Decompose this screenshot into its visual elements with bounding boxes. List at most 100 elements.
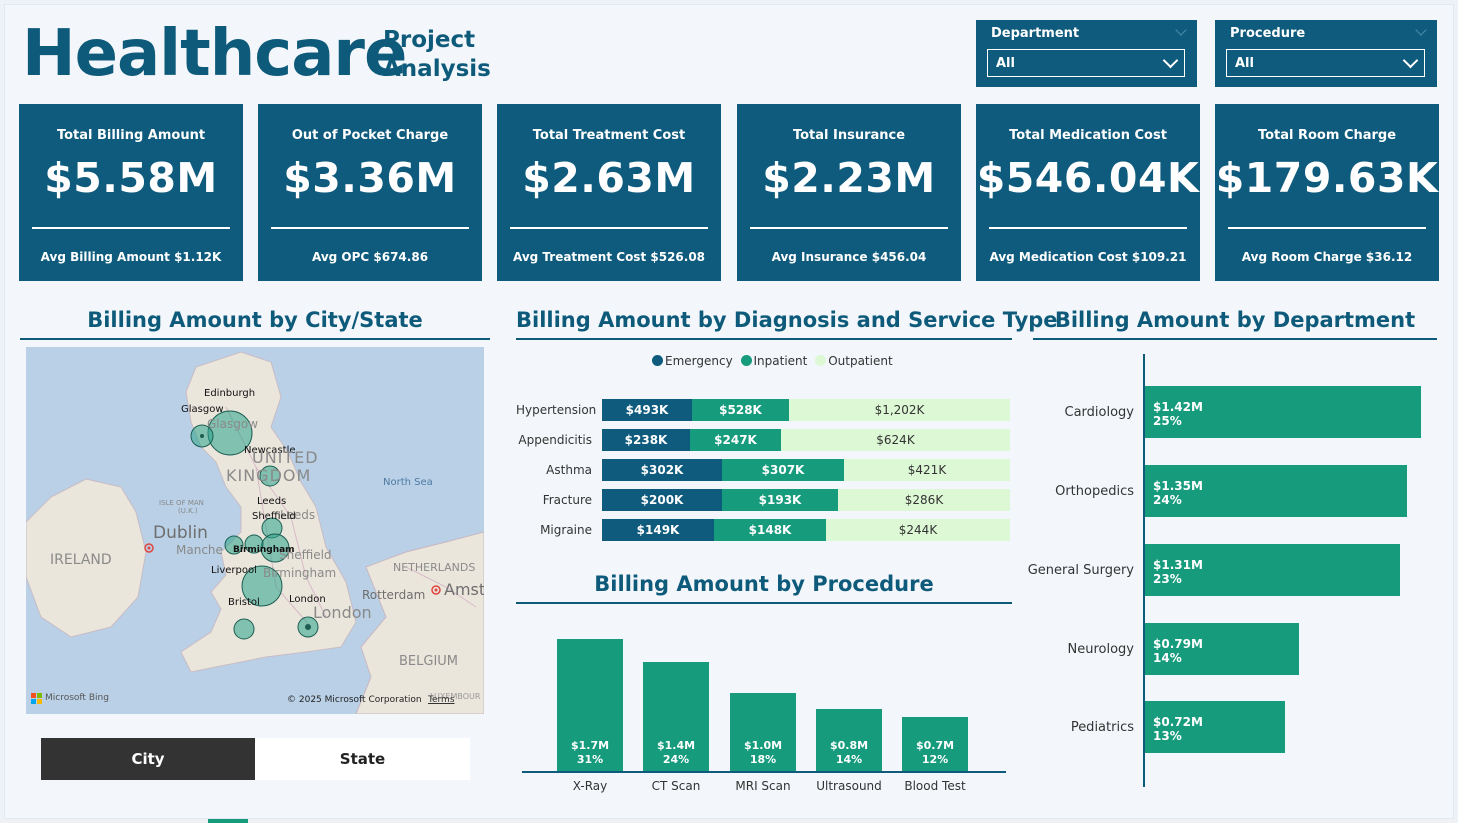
kpi-subtitle: Avg OPC $674.86 xyxy=(311,250,429,264)
procedure-bar[interactable]: $1.4M 24% xyxy=(643,662,709,771)
department-bar-percent: 24% xyxy=(1153,493,1182,507)
department-bar-value: $1.31M xyxy=(1153,558,1203,572)
kpi-divider xyxy=(271,227,469,229)
legend-dot xyxy=(652,355,663,366)
diagnosis-bar-segment-emergency[interactable]: $493K xyxy=(602,399,692,421)
department-dropdown[interactable]: All xyxy=(987,49,1185,77)
map-label-isle-uk: (U.K.) xyxy=(178,507,198,515)
department-bar[interactable]: $1.42M 25% xyxy=(1145,386,1421,438)
map-label-edinburgh: Edinburgh xyxy=(204,388,256,399)
uk-map[interactable]: Edinburgh Glasgow Glasgow Newcastle UNIT… xyxy=(26,347,484,714)
procedure-bar[interactable]: $0.7M 12% xyxy=(902,717,968,771)
procedure-bar-label: $1.7M 31% xyxy=(557,739,623,767)
procedure-bar-label: $1.0M 18% xyxy=(730,739,796,767)
procedure-bar[interactable]: $1.0M 18% xyxy=(730,693,796,771)
state-toggle-button[interactable]: State xyxy=(255,738,470,780)
map-label-isle-of-man: ISLE OF MAN xyxy=(159,499,204,507)
legend-item-outpatient[interactable]: Outpatient xyxy=(815,354,893,368)
diagnosis-bar-segment-inpatient[interactable]: $247K xyxy=(690,429,781,451)
diagnosis-bar-segment-outpatient[interactable]: $624K xyxy=(781,429,1010,451)
map-label-leeds: Leeds xyxy=(257,496,287,507)
procedure-bar-percent: 24% xyxy=(662,753,690,766)
department-bar-value: $0.79M xyxy=(1153,637,1203,651)
bing-logo xyxy=(31,693,42,704)
dashboard-subtitle: Project Analysis xyxy=(383,26,491,84)
slicer-header-chevron-icon[interactable] xyxy=(1415,24,1427,36)
diagnosis-bar-segment-inpatient[interactable]: $148K xyxy=(714,519,826,541)
diagnosis-bar-segment-emergency[interactable]: $149K xyxy=(602,519,714,541)
department-axis-line xyxy=(1143,354,1145,787)
map-base-label-glasgow: Glasgow xyxy=(207,417,259,431)
diagnosis-bar-segment-inpatient[interactable]: $307K xyxy=(722,459,844,481)
section-underline xyxy=(20,338,490,340)
subtitle-line-1: Project xyxy=(383,27,476,53)
department-category-label: Neurology xyxy=(1067,642,1135,657)
procedure-axis-line xyxy=(522,771,1006,773)
procedure-bar-label: $0.7M 12% xyxy=(902,739,968,767)
procedure-category-label: CT Scan xyxy=(651,779,701,793)
diagnosis-chart-legend: Emergency Inpatient Outpatient xyxy=(652,354,897,368)
legend-item-inpatient[interactable]: Inpatient xyxy=(740,354,807,368)
bing-logo-square xyxy=(37,693,42,698)
legend-item-emergency[interactable]: Emergency xyxy=(652,354,733,368)
map-label-birmingham: Birmingham xyxy=(233,545,295,555)
department-bar[interactable]: $0.79M 14% xyxy=(1145,623,1299,675)
diagnosis-bar-segment-emergency[interactable]: $200K xyxy=(602,489,722,511)
diagnosis-bar-segment-inpatient[interactable]: $193K xyxy=(722,489,838,511)
procedure-bar[interactable]: $0.8M 14% xyxy=(816,709,882,771)
department-category-label: Pediatrics xyxy=(1070,720,1134,735)
department-bar-label: $0.72M 13% xyxy=(1153,715,1203,743)
map-label-ireland: IRELAND xyxy=(50,552,112,568)
department-bar-value: $0.72M xyxy=(1153,715,1203,729)
diagnosis-bar-segment-emergency[interactable]: $302K xyxy=(602,459,722,481)
diagnosis-bar-segment-outpatient[interactable]: $421K xyxy=(844,459,1010,481)
department-dropdown-value: All xyxy=(996,56,1015,71)
diagnosis-category-label: Migraine xyxy=(540,523,592,537)
map-base-label-sheffield: Sheffield xyxy=(279,548,332,562)
dashboard-title: Healthcare xyxy=(22,17,407,91)
department-bar-percent: 25% xyxy=(1153,414,1182,428)
procedure-section-title: Billing Amount by Procedure xyxy=(594,572,934,596)
department-bar-percent: 14% xyxy=(1153,651,1182,665)
map-terms-link[interactable]: Terms xyxy=(428,695,455,705)
department-bar-value: $1.42M xyxy=(1153,400,1203,414)
diagnosis-bar-segment-outpatient[interactable]: $286K xyxy=(838,489,1010,511)
diagnosis-category-label: Fracture xyxy=(542,493,592,507)
kpi-card-medication-cost[interactable]: Total Medication Cost $546.04K Avg Medic… xyxy=(976,104,1200,281)
department-bar-label: $0.79M 14% xyxy=(1153,637,1203,665)
procedure-dropdown[interactable]: All xyxy=(1226,49,1425,77)
map-label-newcastle: Newcastle xyxy=(244,445,296,456)
department-bar[interactable]: $0.72M 13% xyxy=(1145,701,1285,753)
kpi-card-total-billing[interactable]: Total Billing Amount $5.58M Avg Billing … xyxy=(19,104,243,281)
slicer-header-chevron-icon[interactable] xyxy=(1175,24,1187,36)
bing-logo-square xyxy=(31,699,36,704)
kpi-subtitle: Avg Medication Cost $109.21 xyxy=(989,250,1187,264)
kpi-card-treatment-cost[interactable]: Total Treatment Cost $2.63M Avg Treatmen… xyxy=(497,104,721,281)
department-bar-value: $1.35M xyxy=(1153,479,1203,493)
diagnosis-bar-segment-emergency[interactable]: $238K xyxy=(602,429,690,451)
bing-logo-square xyxy=(37,699,42,704)
diagnosis-bar-segment-outpatient[interactable]: $1,202K xyxy=(789,399,1010,421)
section-underline xyxy=(516,602,1012,604)
kpi-title: Total Room Charge xyxy=(1257,128,1397,143)
map-label-rotterdam: Rotterdam xyxy=(362,588,426,602)
kpi-value: $2.23M xyxy=(762,154,936,202)
kpi-subtitle: Avg Billing Amount $1.12K xyxy=(40,250,222,264)
bing-attribution: Microsoft Bing xyxy=(45,693,109,703)
diagnosis-bar-segment-inpatient[interactable]: $528K xyxy=(692,399,789,421)
kpi-card-insurance[interactable]: Total Insurance $2.23M Avg Insurance $45… xyxy=(737,104,961,281)
city-toggle-button[interactable]: City xyxy=(41,738,255,780)
diagnosis-bar-segment-outpatient[interactable]: $244K xyxy=(826,519,1010,541)
procedure-dropdown-value: All xyxy=(1235,56,1254,71)
kpi-card-out-of-pocket[interactable]: Out of Pocket Charge $3.36M Avg OPC $674… xyxy=(258,104,482,281)
procedure-bar-percent: 18% xyxy=(749,753,777,766)
department-bar[interactable]: $1.31M 23% xyxy=(1145,544,1400,596)
department-category-label: General Surgery xyxy=(1027,563,1134,578)
department-bar[interactable]: $1.35M 24% xyxy=(1145,465,1407,517)
department-bar-percent: 13% xyxy=(1153,729,1182,743)
kpi-subtitle: Avg Room Charge $36.12 xyxy=(1241,250,1413,264)
kpi-card-room-charge[interactable]: Total Room Charge $179.63K Avg Room Char… xyxy=(1215,104,1439,281)
procedure-bar[interactable]: $1.7M 31% xyxy=(557,639,623,771)
procedure-bar-percent: 12% xyxy=(921,753,949,766)
page-tab-indicator[interactable] xyxy=(208,819,248,823)
